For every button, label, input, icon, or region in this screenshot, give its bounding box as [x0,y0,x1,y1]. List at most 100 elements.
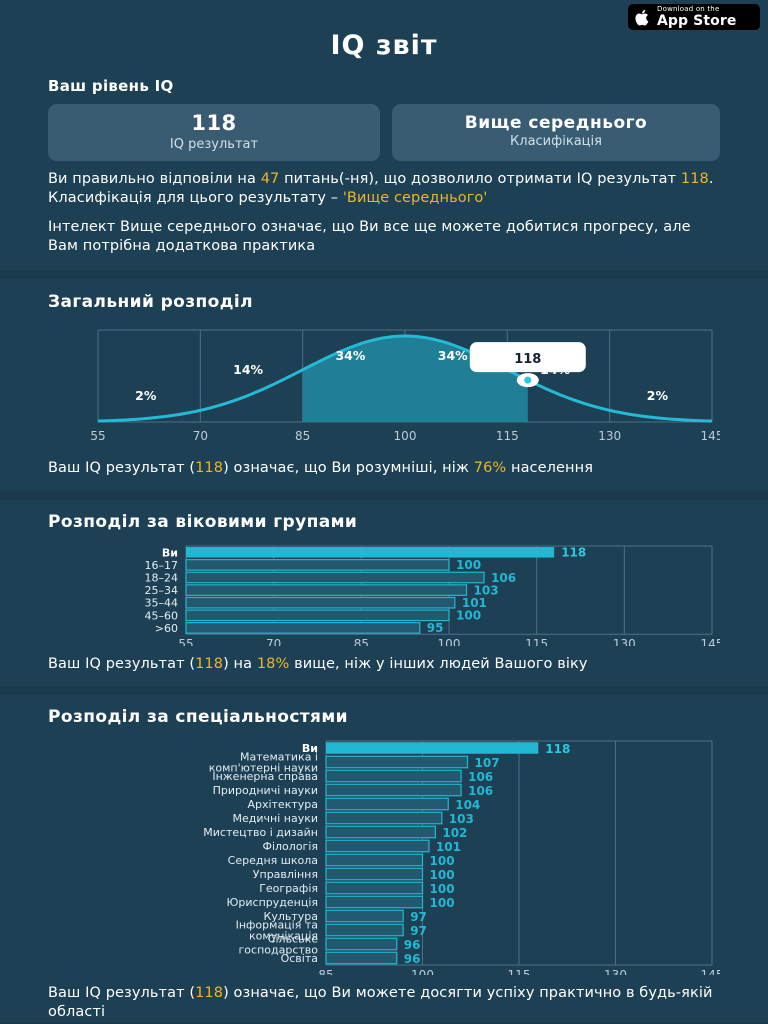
iq-classification-card: Вище середнього Класифікація [392,104,720,162]
iq-level-paragraph-1: Ви правильно відповіли на 47 питань(-ня)… [48,170,720,209]
spec-cap-score: 118 [195,984,224,1001]
p1-correct-count: 47 [260,171,280,188]
axis-tick: 115 [508,968,531,975]
specialties-chart: 118 Ви 107 Математика і комп'ютерні науки 106… [48,737,720,975]
bar-value-label: 101 [436,840,461,854]
bell-curve-x-axis: 55 70 85 100 115 130 145 [90,429,720,443]
spec-cap-a: Ваш IQ результат ( [48,984,196,1001]
bar [325,937,398,951]
row-label: Мистецтво і дизайн [203,826,318,839]
axis-tick: 130 [613,637,636,646]
bar [185,608,450,621]
row-label: 18–24 [145,571,179,584]
svg-text:100: 100 [394,429,417,443]
iq-score-label: IQ результат [169,136,259,152]
bar-value-label: 107 [475,756,500,770]
age-groups-section: Розподіл за віковими групами 118 Ви 100 16–… [0,500,768,674]
row-label: 35–44 [145,596,179,609]
general-distribution-section: Загальний розподіл 2%14%34%34%14%2% 5570… [0,279,768,478]
bar-value-label: 103 [449,812,474,826]
p1-score: 118 [680,171,709,188]
gd-cap-b: ) означає, що Ви розумніші, ніж [223,460,474,477]
row-label: Медичні науки [233,812,319,825]
row-label: Ви [162,546,178,559]
svg-text:14%: 14% [233,362,263,377]
bar [325,825,436,839]
iq-classification-value: Вище середнього [464,113,648,134]
bar [325,909,404,923]
row-label: Управління [253,868,318,881]
specialties-caption: Ваш IQ результат (118) означає, що Ви мо… [48,984,720,1023]
bell-curve-score-marker[interactable]: 118 [469,342,586,388]
general-distribution-heading: Загальний розподіл [48,292,253,313]
row-label: комунікація [249,929,318,942]
bar-value-label: 100 [456,558,481,572]
axis-tick: 85 [354,637,369,646]
gd-cap-c: населення [506,460,594,477]
bar-value-label: 100 [430,868,455,882]
general-distribution-caption: Ваш IQ результат (118) означає, що Ви ро… [48,459,720,478]
section-divider-1 [0,270,768,280]
bell-curve-line [97,334,713,423]
axis-tick: 55 [178,637,193,646]
svg-text:34%: 34% [335,348,365,363]
bar-value-label: 97 [410,924,427,938]
age-groups-caption: Ваш IQ результат (118) на 18% вище, ніж … [48,655,720,674]
score-cards: 118 IQ результат Вище середнього Класифі… [48,104,720,162]
axis-tick: 145 [701,637,720,646]
specialties-section: Розподіл за спеціальностями 118 Ви 107 Мате… [0,695,768,1023]
row-label: господарство [239,943,319,956]
p1-c: . Класифікація для цього результату – [48,171,714,207]
bar [185,583,468,596]
page-title: IQ звіт [330,30,438,61]
app-store-badge-title: App Store [657,13,737,29]
svg-text:70: 70 [193,429,208,443]
row-label: Архітектура [247,798,318,811]
apple-logo-icon [635,9,649,25]
age-cap-b: ) на [223,655,257,672]
bell-curve-percent-labels: 2%14%34%34%14%2% [135,348,668,403]
app-store-badge[interactable]: Download on the App Store [628,4,760,30]
bar [185,621,421,634]
bar-value-label: 96 [404,938,421,952]
bar [185,571,485,583]
svg-text:145: 145 [701,429,720,443]
app-store-badge-text: Download on the App Store [657,5,737,29]
iq-classification-label: Класифікація [510,134,602,150]
svg-text:2%: 2% [647,388,669,403]
axis-tick: 70 [266,637,281,646]
age-groups-chart: 118 Ви 100 16–17 106 18–24 103 25–34 101 35–44 100… [48,542,720,646]
bar [325,951,398,965]
row-label: 45–60 [145,609,179,622]
app-store-badge-small: Download on the [657,5,720,13]
bar-value-label: 118 [545,742,570,756]
bar [325,853,424,867]
bar [186,546,555,558]
bar-value-label: 100 [430,882,455,896]
row-label: Математика і [240,750,318,763]
row-label: Інформація та [236,918,318,931]
bar [325,769,462,783]
svg-text:115: 115 [496,429,519,443]
bar [325,755,469,769]
spec-cap-b: ) означає, що Ви можете досягти успіху п… [48,984,713,1021]
bar-value-label: 106 [491,570,516,584]
row-label: 25–34 [145,584,179,597]
iq-level-section: Ваш рівень IQ 118 IQ результат Вище сере… [0,77,768,256]
bar [325,811,443,825]
iq-level-heading: Ваш рівень IQ [48,77,174,95]
bar-value-label: 100 [430,896,455,910]
bar [325,797,449,811]
axis-tick: 100 [411,968,434,975]
bar [185,596,456,609]
bar [325,895,424,909]
bar-value-label: 97 [410,910,427,924]
bar-value-label: 101 [462,595,487,609]
section-divider-2 [0,490,768,500]
bar-value-label: 118 [561,545,586,559]
bar-value-label: 100 [456,608,481,622]
axis-tick: 115 [525,637,548,646]
bar [325,867,424,881]
